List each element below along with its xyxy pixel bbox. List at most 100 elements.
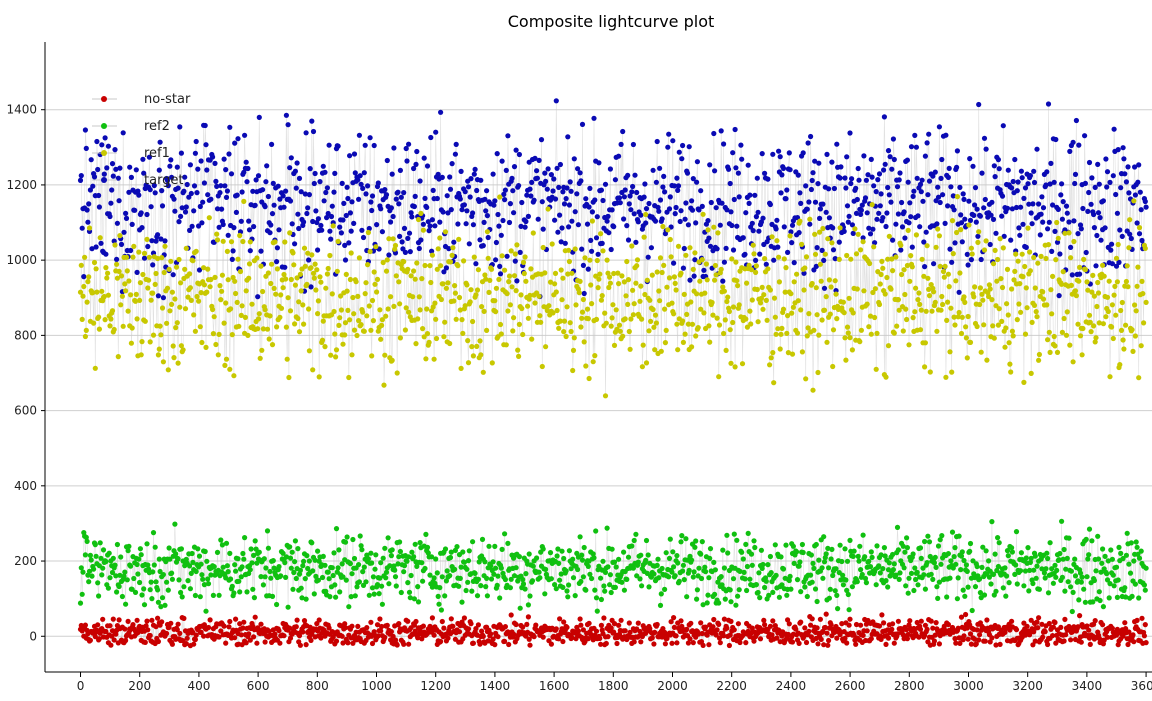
point-ref2 bbox=[374, 582, 381, 588]
point-ref2 bbox=[420, 578, 426, 584]
point-target bbox=[552, 196, 559, 202]
point-target bbox=[767, 201, 774, 208]
point-ref2 bbox=[482, 559, 488, 565]
point-target bbox=[836, 239, 842, 245]
point-ref1 bbox=[346, 374, 352, 381]
point-ref1 bbox=[169, 301, 175, 307]
point-ref1 bbox=[805, 325, 811, 331]
point-no-star bbox=[737, 639, 743, 646]
point-ref1 bbox=[169, 289, 175, 295]
point-target bbox=[905, 179, 911, 185]
point-ref1 bbox=[906, 342, 912, 348]
point-ref1 bbox=[799, 349, 806, 355]
point-target bbox=[677, 218, 683, 225]
point-ref1 bbox=[981, 322, 987, 328]
point-ref2 bbox=[833, 566, 839, 572]
point-ref2 bbox=[534, 555, 540, 561]
point-ref1 bbox=[166, 266, 172, 272]
point-ref1 bbox=[981, 247, 988, 253]
point-ref2 bbox=[181, 584, 187, 590]
point-target bbox=[817, 206, 824, 212]
point-ref1 bbox=[1124, 263, 1130, 269]
point-ref2 bbox=[1042, 575, 1048, 581]
point-ref1 bbox=[966, 222, 972, 228]
point-ref2 bbox=[768, 570, 774, 576]
point-ref1 bbox=[976, 229, 982, 235]
point-ref1 bbox=[123, 288, 129, 294]
point-ref2 bbox=[842, 546, 848, 552]
point-ref2 bbox=[837, 542, 843, 548]
point-target bbox=[774, 217, 780, 223]
point-ref2 bbox=[238, 574, 244, 580]
point-target bbox=[1034, 146, 1040, 152]
point-ref1 bbox=[729, 256, 735, 262]
point-ref2 bbox=[536, 569, 542, 575]
point-ref2 bbox=[986, 574, 993, 580]
point-ref1 bbox=[577, 278, 583, 284]
point-ref2 bbox=[625, 554, 632, 560]
point-ref1 bbox=[514, 242, 520, 248]
point-ref2 bbox=[547, 550, 554, 556]
point-target bbox=[1138, 207, 1144, 213]
point-ref1 bbox=[975, 239, 981, 245]
point-ref1 bbox=[767, 362, 773, 368]
point-target bbox=[126, 189, 132, 195]
point-no-star bbox=[904, 636, 911, 642]
point-target bbox=[869, 174, 875, 180]
point-ref2 bbox=[523, 571, 529, 577]
point-target bbox=[340, 217, 346, 223]
point-no-star bbox=[933, 620, 939, 626]
point-ref1 bbox=[278, 305, 285, 311]
point-no-star bbox=[258, 621, 264, 627]
point-ref2 bbox=[248, 546, 254, 552]
point-ref2 bbox=[566, 582, 572, 588]
point-ref2 bbox=[179, 594, 185, 600]
point-target bbox=[335, 143, 341, 149]
point-target bbox=[777, 154, 783, 160]
point-target bbox=[832, 256, 838, 262]
point-target bbox=[1075, 231, 1081, 237]
point-no-star bbox=[953, 640, 959, 646]
point-target bbox=[1092, 184, 1098, 190]
point-ref1 bbox=[889, 256, 895, 262]
point-target bbox=[791, 260, 797, 266]
point-ref2 bbox=[158, 604, 164, 610]
point-ref1 bbox=[81, 283, 87, 290]
point-target bbox=[86, 201, 92, 207]
point-ref1 bbox=[1006, 340, 1012, 346]
point-target bbox=[577, 170, 583, 176]
point-target bbox=[971, 212, 977, 218]
point-ref2 bbox=[288, 565, 294, 571]
point-ref2 bbox=[289, 549, 295, 555]
point-no-star bbox=[333, 638, 340, 644]
point-ref1 bbox=[681, 291, 687, 297]
point-ref2 bbox=[1132, 581, 1138, 587]
point-no-star bbox=[233, 616, 239, 622]
point-ref2 bbox=[715, 579, 721, 585]
point-ref1 bbox=[1140, 291, 1146, 297]
point-target bbox=[281, 204, 287, 210]
point-ref1 bbox=[1071, 238, 1077, 245]
point-ref2 bbox=[263, 565, 269, 571]
point-ref2 bbox=[1057, 550, 1063, 557]
point-target bbox=[295, 211, 301, 217]
point-target bbox=[341, 200, 347, 206]
point-ref1 bbox=[214, 237, 221, 243]
point-ref2 bbox=[680, 562, 687, 568]
point-ref1 bbox=[105, 270, 111, 276]
point-ref2 bbox=[1083, 536, 1089, 543]
point-no-star bbox=[638, 639, 644, 645]
point-ref1 bbox=[146, 254, 152, 260]
point-ref1 bbox=[907, 278, 913, 284]
point-target bbox=[289, 221, 295, 227]
point-target bbox=[889, 166, 895, 172]
point-target bbox=[226, 151, 232, 157]
point-ref1 bbox=[1089, 289, 1095, 295]
point-ref1 bbox=[866, 324, 872, 330]
point-target bbox=[1107, 179, 1113, 185]
point-ref1 bbox=[673, 287, 679, 293]
point-ref1 bbox=[964, 355, 970, 361]
point-target bbox=[990, 216, 997, 222]
point-ref1 bbox=[872, 314, 878, 321]
